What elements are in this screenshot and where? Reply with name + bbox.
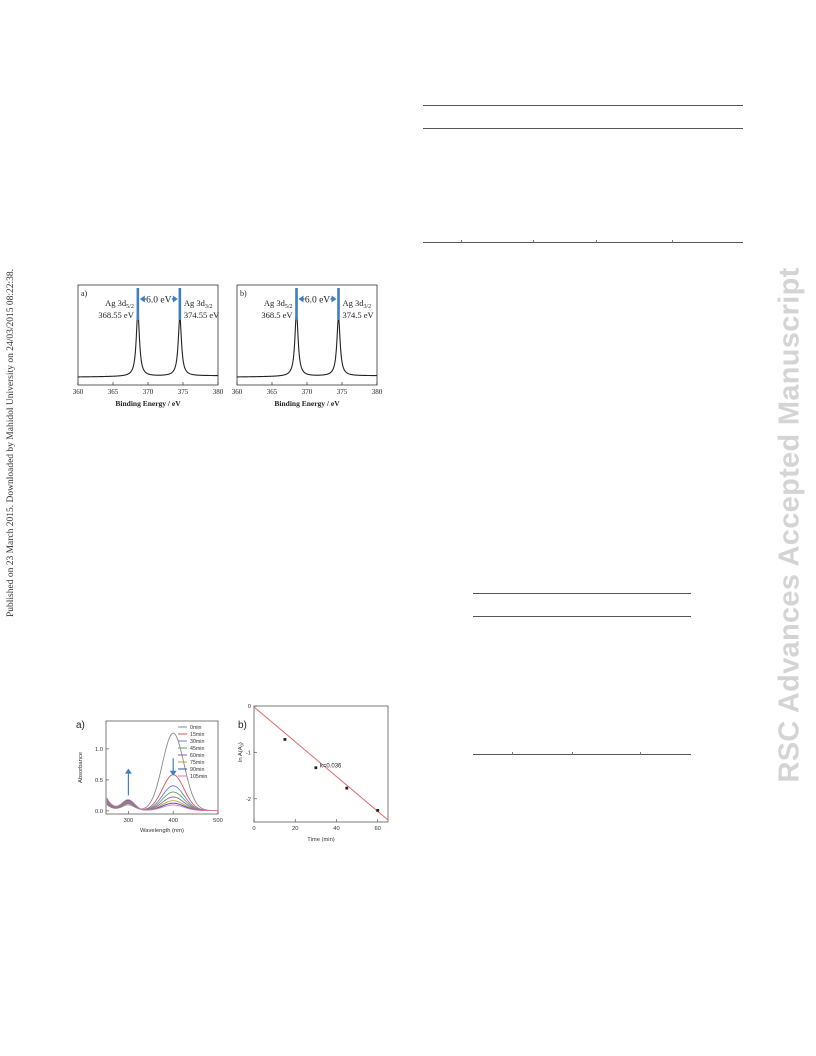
xps-spectrum-line <box>78 312 218 378</box>
splitting-arrow-left-head <box>298 295 304 303</box>
legend-label: 30min <box>190 739 204 745</box>
left-peak-name: Ag 3d5/2 <box>264 298 293 310</box>
legend-label: 75min <box>190 760 204 766</box>
x-tick-label: 380 <box>372 388 383 396</box>
data-point <box>376 809 380 812</box>
y-tick-label: 0.5 <box>95 778 103 784</box>
x-tick-label: 400 <box>168 818 178 824</box>
accepted-manuscript-watermark: RSC Advances Accepted Manuscript <box>773 267 806 783</box>
splitting-arrow-left-head <box>139 295 145 303</box>
change-arrow-head-up <box>124 768 132 774</box>
y-tick-label: 1.0 <box>95 747 103 753</box>
rate-constant-label: k=0.036 <box>320 763 342 769</box>
series-line-15min <box>106 774 218 812</box>
table-1-top-rule <box>423 105 743 106</box>
uv-vis-chart: a) 300 400 500 0.0 0.5 1.0 Wavelength (nm) Absor… <box>76 720 223 834</box>
table-1-column-tick <box>533 240 534 243</box>
data-point <box>283 738 287 741</box>
table-1-bottom-rule <box>423 242 743 243</box>
x-axis-label: Binding Energy / eV <box>115 399 181 408</box>
legend-label: 45min <box>190 746 204 752</box>
publication-note: Published on 23 March 2015. Downloaded b… <box>6 268 16 618</box>
plot-frame <box>105 720 219 815</box>
panel-label: a) <box>81 289 88 298</box>
xps-spectrum-line <box>236 312 377 378</box>
splitting-arrow-right-head <box>172 295 178 303</box>
left-peak-value: 368.5 eV <box>261 310 293 320</box>
right-peak-name: Ag 3d3/2 <box>184 298 213 310</box>
x-tick-label: 300 <box>124 818 134 824</box>
table-2-top-rule <box>473 593 691 594</box>
left-peak-value: 368.55 eV <box>98 310 134 320</box>
table-2-bottom-rule <box>473 754 691 755</box>
x-tick-label: 500 <box>213 818 223 824</box>
data-point <box>314 766 318 770</box>
x-tick-label: 365 <box>108 388 119 396</box>
series-line-0min <box>106 732 219 812</box>
splitting-label: 6.0 eV <box>305 296 330 306</box>
panel-label: b) <box>238 720 247 731</box>
panel-label: a) <box>76 720 85 731</box>
x-tick-label: 375 <box>337 388 348 396</box>
plot-frame <box>253 705 389 823</box>
right-peak-value: 374.55 eV <box>184 310 220 320</box>
x-tick-label: 20 <box>292 826 298 832</box>
table-1-column-tick <box>596 240 597 243</box>
x-tick-label: 0 <box>252 826 255 832</box>
splitting-arrow-right-head <box>331 295 337 303</box>
y-axis-label: Absorbance <box>78 752 84 783</box>
legend-label: 15min <box>190 732 204 738</box>
series-line-105min <box>106 797 218 812</box>
y-tick-label: 0 <box>248 704 251 710</box>
table-1-column-tick <box>672 240 673 243</box>
x-tick-label: 375 <box>178 388 189 396</box>
x-tick-label: 60 <box>374 826 380 832</box>
legend-label: 60min <box>190 753 204 759</box>
x-axis-label: Time (min) <box>307 837 335 843</box>
legend-label: 0min <box>190 725 202 731</box>
xps-chart-a: a) 360 365 370 375 380 Binding Energy / eV 6.0 … <box>73 284 224 408</box>
panel-label: b) <box>240 289 247 298</box>
y-tick-label: -2 <box>246 797 251 803</box>
x-axis-label: Wavelength (nm) <box>140 828 184 834</box>
legend-label: 90min <box>190 767 204 773</box>
x-tick-label: 365 <box>267 388 278 396</box>
x-tick-label: 370 <box>143 388 154 396</box>
y-axis-label: ln A(A0) <box>238 742 245 762</box>
data-point <box>345 786 349 790</box>
x-tick-label: 360 <box>232 388 243 396</box>
xps-chart-b: b) 360 365 370 375 380 Binding Energy / eV 6.0 … <box>232 284 383 408</box>
change-arrow-head-down <box>169 770 177 776</box>
y-tick-label: -1 <box>246 750 251 756</box>
table-2-header-rule <box>473 616 691 617</box>
x-tick-label: 380 <box>213 388 224 396</box>
right-peak-name: Ag 3d3/2 <box>343 298 372 310</box>
x-axis-label: Binding Energy / eV <box>274 399 340 408</box>
table-2-column-tick <box>572 752 573 755</box>
legend-label: 105min <box>190 774 207 780</box>
table-1-header-rule <box>423 128 743 129</box>
splitting-label: 6.0 eV <box>146 296 171 306</box>
y-tick-label: 0.0 <box>95 809 103 815</box>
x-tick-label: 360 <box>73 388 84 396</box>
x-tick-label: 40 <box>333 826 339 832</box>
table-1-column-tick <box>461 240 462 243</box>
table-2-column-tick <box>512 752 513 755</box>
right-peak-value: 374.5 eV <box>343 310 375 320</box>
left-peak-name: Ag 3d5/2 <box>105 298 134 310</box>
kinetics-chart: b) k=0.036 0 20 40 60 0 -1 -2 Time (min) ln A(A0) <box>238 704 389 843</box>
x-tick-label: 370 <box>302 388 313 396</box>
fit-line <box>253 706 389 821</box>
table-2-column-tick <box>640 752 641 755</box>
